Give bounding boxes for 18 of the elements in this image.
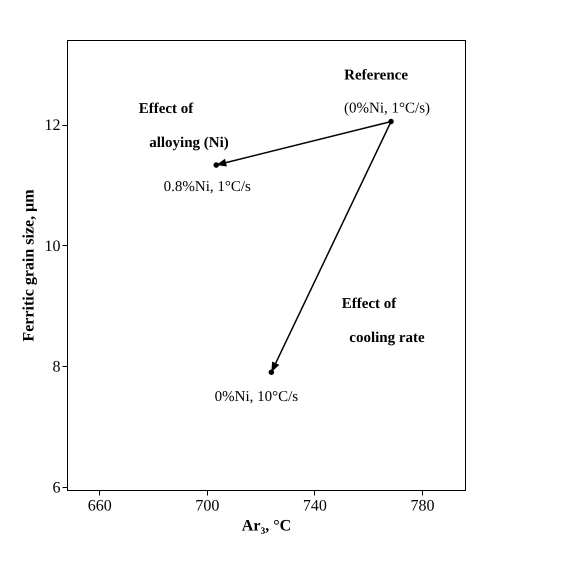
y-axis-title: Ferritic grain size, μm <box>20 188 38 342</box>
annotation: 0.8%Ni, 1°C/s <box>164 179 252 196</box>
annotation: 0%Ni, 10°C/s <box>214 389 298 406</box>
x-tick-label: 700 <box>195 498 220 514</box>
annotation: (0%Ni, 1°C/s) <box>344 100 430 117</box>
annotation: Reference <box>344 68 408 84</box>
x-axis-title: Ar₃, °C <box>242 518 292 534</box>
y-tick-label: 8 <box>52 358 60 376</box>
x-tick-label: 660 <box>88 498 112 514</box>
annotation: Effect of <box>342 296 398 312</box>
x-tick-label: 780 <box>410 498 434 514</box>
annotation: alloying (Ni) <box>149 135 229 151</box>
x-tick-label: 740 <box>302 498 327 514</box>
y-tick-label: 6 <box>52 479 60 496</box>
y-tick-label: 10 <box>44 238 60 255</box>
annotation: cooling rate <box>349 330 426 346</box>
y-tick-label: 12 <box>44 117 60 134</box>
annotation: Effect of <box>138 101 194 117</box>
